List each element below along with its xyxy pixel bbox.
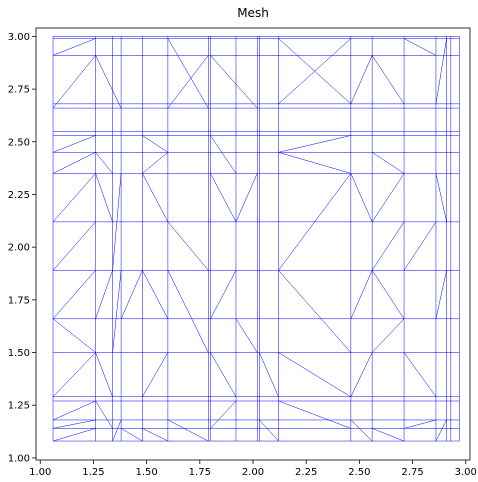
mesh-edge [95, 400, 113, 429]
mesh-edge [371, 318, 405, 353]
mesh-edge [142, 428, 169, 442]
mesh-edge [52, 38, 96, 56]
x-tick-label: 2.75 [401, 467, 423, 478]
mesh-edge [278, 152, 351, 174]
mesh-edge [52, 318, 96, 353]
mesh-edge [112, 270, 122, 353]
mesh-edge [52, 270, 96, 319]
x-tick-label: 2.00 [242, 467, 264, 478]
mesh-edge [371, 221, 405, 271]
mesh-edge [112, 419, 122, 442]
mesh-edge [235, 173, 258, 222]
mesh-edge [52, 428, 96, 442]
y-axis: 1.00 1.25 1.50 1.75 2.00 2.25 2.50 2.75 3.00 [8, 32, 36, 464]
mesh-edge [52, 135, 96, 153]
mesh-edge [210, 55, 258, 109]
mesh-edge [350, 270, 373, 319]
mesh-edge [52, 419, 96, 429]
mesh-edge [403, 38, 437, 56]
mesh-edge [167, 221, 209, 271]
mesh-edge [278, 400, 351, 429]
mesh-edge [403, 419, 437, 429]
mesh-edge [120, 270, 143, 319]
mesh-edge [210, 173, 237, 222]
mesh-edge [210, 352, 237, 397]
x-tick-label: 3.00 [455, 467, 477, 478]
mesh-edge [278, 352, 351, 397]
mesh-edge [95, 352, 113, 397]
x-axis: 1.00 1.25 1.50 1.75 2.00 2.25 2.50 2.75 3.00 [29, 460, 477, 478]
mesh-edge [278, 38, 352, 105]
mesh-edge [350, 419, 373, 442]
mesh-edge [350, 352, 373, 397]
mesh-edge [350, 55, 373, 104]
mesh-edge [142, 173, 169, 222]
y-tick-label: 1.25 [8, 401, 30, 412]
mesh-edge [52, 221, 96, 271]
mesh-edge [278, 173, 352, 271]
plot-frame [35, 27, 471, 461]
mesh-edge [95, 270, 113, 319]
x-tick-label: 2.25 [295, 467, 317, 478]
y-tick-label: 3.00 [8, 32, 30, 43]
y-tick-label: 1.75 [8, 295, 30, 306]
mesh-edge [210, 400, 237, 429]
x-tick-label: 1.25 [82, 467, 104, 478]
y-tick-label: 2.50 [8, 137, 30, 148]
y-tick-label: 1.00 [8, 453, 30, 464]
mesh-edge [52, 55, 96, 109]
y-tick-label: 2.75 [8, 85, 30, 96]
mesh-edge [435, 173, 447, 222]
mesh-edge [350, 173, 373, 222]
mesh-edge [259, 419, 279, 442]
mesh-edge [142, 352, 169, 397]
mesh-edge [435, 270, 447, 319]
mesh-edge [435, 419, 447, 442]
mesh-edge [52, 152, 96, 174]
mesh-edge [167, 38, 209, 109]
x-tick-label: 2.50 [348, 467, 370, 478]
mesh-edge [167, 419, 209, 442]
mesh-edge [112, 173, 122, 271]
y-tick-label: 1.50 [8, 348, 30, 359]
mesh-edge [52, 352, 96, 397]
mesh-edge [403, 221, 437, 271]
x-tick-label: 1.50 [135, 467, 157, 478]
mesh-edge [259, 352, 279, 397]
mesh-edge [167, 270, 209, 353]
mesh-edge [235, 318, 258, 353]
mesh-edge [372, 428, 405, 442]
mesh-edge [95, 173, 113, 222]
mesh-edge [142, 135, 169, 153]
mesh-edge [403, 352, 437, 397]
mesh-edge [210, 270, 237, 319]
x-tick-label: 1.75 [189, 467, 211, 478]
mesh-edge [435, 38, 447, 104]
y-tick-label: 2.25 [8, 190, 30, 201]
mesh-layer [52, 36, 460, 442]
mesh-edge [120, 428, 143, 442]
mesh-edge [52, 400, 96, 421]
mesh-edge [167, 55, 209, 109]
mesh-edge [371, 270, 405, 319]
mesh-edge [142, 270, 169, 319]
chart-title: Mesh [237, 6, 269, 20]
mesh-edge [371, 152, 405, 174]
mesh-edge [371, 173, 405, 223]
mesh-edge [278, 270, 352, 353]
mesh-edge [52, 173, 96, 223]
mesh-edge [371, 55, 405, 105]
mesh-edge [278, 135, 351, 153]
mesh-edge [142, 152, 169, 174]
mesh-edge [95, 152, 113, 174]
mesh-edge [95, 55, 122, 109]
y-tick-label: 2.00 [8, 243, 30, 254]
x-tick-label: 1.00 [29, 467, 51, 478]
mesh-edge [210, 135, 237, 174]
